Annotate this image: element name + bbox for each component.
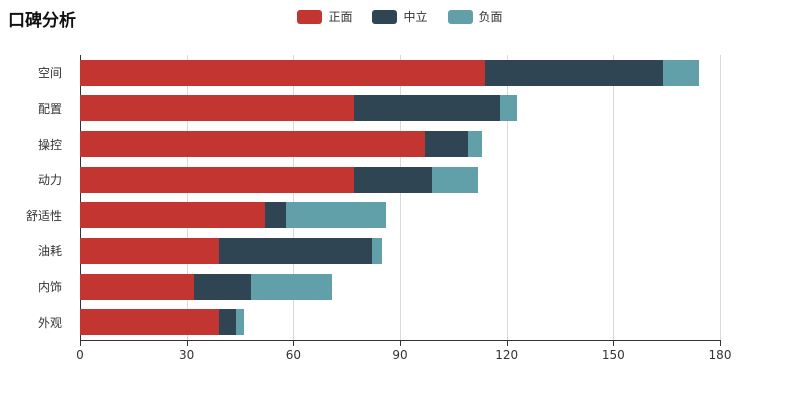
chart-title: 口碑分析 — [8, 11, 76, 31]
x-axis-tick — [186, 341, 188, 346]
bar-segment-series-1[interactable] — [80, 237, 219, 264]
legend-label: 负面 — [478, 10, 503, 24]
y-axis-line — [80, 55, 81, 341]
x-axis-label: 90 — [392, 348, 408, 362]
bar-row — [80, 269, 720, 305]
gridline — [720, 55, 721, 340]
gridline — [293, 55, 295, 340]
bar-segment-series-3[interactable] — [663, 59, 699, 86]
gridline — [613, 55, 615, 340]
y-axis-label: 内饰 — [37, 280, 62, 295]
x-axis-tick — [293, 341, 295, 346]
bar-segment-series-3[interactable] — [286, 202, 386, 229]
bar-segment-series-3[interactable] — [499, 95, 518, 122]
x-axis-tick — [613, 341, 615, 346]
bar-row — [80, 55, 720, 91]
gridline — [186, 55, 188, 340]
y-axis-label: 舒适性 — [25, 208, 62, 223]
x-axis-label: 180 — [708, 348, 732, 362]
bar-segment-series-1[interactable] — [80, 309, 219, 336]
y-axis-label: 配置 — [37, 101, 62, 116]
bar-row — [80, 198, 720, 234]
bar-segment-series-2[interactable] — [424, 131, 468, 158]
bar-segment-series-1[interactable] — [80, 202, 265, 229]
x-axis-ticks — [80, 341, 721, 346]
x-axis-tick-labels: 0 30 60 90 120 150 180 — [76, 348, 731, 364]
legend-label: 中立 — [403, 10, 428, 24]
bar-segment-series-1[interactable] — [80, 59, 486, 86]
bar-segment-series-1[interactable] — [80, 166, 354, 193]
bar-segment-series-3[interactable] — [371, 237, 383, 264]
bar-row — [80, 233, 720, 269]
y-axis-label: 空间 — [37, 66, 62, 81]
bar-segment-series-3[interactable] — [467, 131, 482, 158]
y-axis-label: 操控 — [37, 137, 62, 152]
bar-row — [80, 162, 720, 198]
x-axis-label: 60 — [285, 348, 301, 362]
y-axis-label: 动力 — [37, 173, 62, 188]
gridline — [506, 55, 508, 340]
bar-segment-series-2[interactable] — [218, 309, 237, 336]
bar-row — [80, 126, 720, 162]
legend-item-3[interactable]: 负面 — [447, 8, 503, 25]
legend-label: 正面 — [328, 10, 353, 24]
x-axis-label: 30 — [179, 348, 195, 362]
x-axis-tick — [506, 341, 508, 346]
legend-swatch — [447, 9, 473, 24]
bar-segment-series-1[interactable] — [80, 95, 354, 122]
bar-segment-series-3[interactable] — [236, 309, 244, 336]
bar-segment-series-1[interactable] — [80, 273, 194, 300]
legend-swatch — [297, 9, 323, 24]
bar-row — [80, 91, 720, 127]
y-axis-label: 外观 — [37, 315, 62, 330]
bar-row — [80, 304, 720, 340]
x-axis-tick — [720, 341, 721, 346]
y-axis-label: 油耗 — [37, 244, 62, 259]
gridline — [400, 55, 401, 340]
x-axis-tick — [400, 341, 401, 346]
bar-segment-series-1[interactable] — [80, 131, 425, 158]
legend-item-2[interactable]: 中立 — [372, 8, 428, 25]
x-axis-line — [80, 340, 721, 341]
x-axis-tick — [80, 341, 81, 346]
bar-segment-series-2[interactable] — [353, 95, 500, 122]
legend-swatch — [372, 9, 398, 24]
bar-rows — [80, 55, 720, 340]
bar-segment-series-3[interactable] — [431, 166, 479, 193]
legend-item-1[interactable]: 正面 — [297, 8, 352, 25]
bar-segment-series-2[interactable] — [193, 273, 251, 300]
plot-area — [80, 55, 721, 340]
bar-segment-series-2[interactable] — [218, 237, 372, 264]
legend: 正面 中立 负面 — [0, 8, 800, 25]
bar-segment-series-3[interactable] — [250, 273, 333, 300]
x-axis-label: 150 — [601, 348, 625, 362]
bar-segment-series-2[interactable] — [485, 59, 664, 86]
bar-segment-series-2[interactable] — [353, 166, 432, 193]
bar-segment-series-2[interactable] — [264, 202, 287, 229]
x-axis-label: 0 — [76, 348, 84, 362]
y-axis-labels: 空间配置操控动力舒适性油耗内饰外观 — [0, 55, 72, 340]
x-axis-label: 120 — [495, 348, 519, 362]
